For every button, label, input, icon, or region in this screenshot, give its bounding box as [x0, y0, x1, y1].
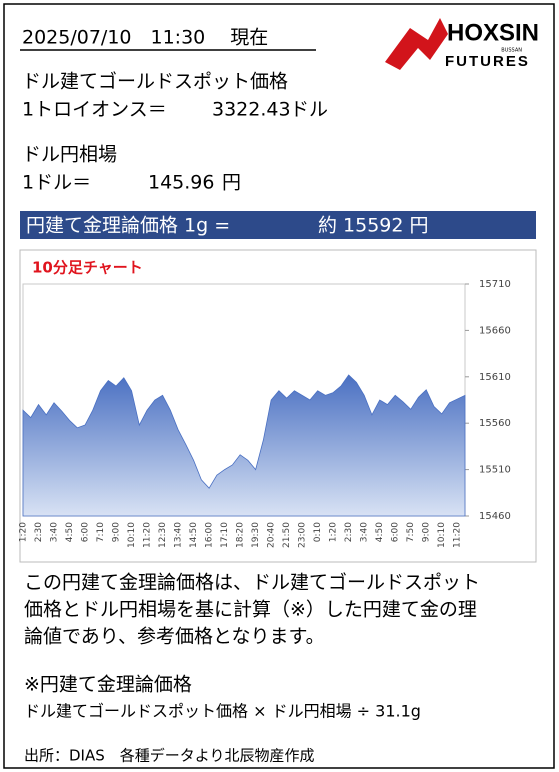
gold-price: 3322.43	[212, 99, 291, 121]
x-tick-label: 3:40	[50, 522, 60, 542]
x-tick-label: 11:20	[453, 522, 463, 548]
x-tick-label: 20:40	[267, 522, 277, 548]
logo: HOXSIN BUSSAN FUTURES	[385, 18, 539, 70]
x-tick-label: 9:00	[112, 522, 122, 542]
x-tick-label: 6:00	[81, 522, 91, 542]
x-tick-label: 11:20	[143, 522, 153, 548]
x-tick-label: 9:00	[422, 522, 432, 542]
logo-sub: BUSSAN	[501, 48, 522, 54]
x-tick-label: 14:50	[189, 522, 199, 548]
gold-title: ドル建てゴールドスポット価格	[22, 71, 288, 93]
fx-unit: 1ドル＝	[22, 172, 91, 194]
logo-name: HOXSIN	[447, 19, 539, 46]
x-tick-label: 1:20	[329, 522, 339, 542]
plot: 15460 15510 15560 15610 15660 15710 1:20 2:30 3:…	[19, 279, 511, 548]
gold-currency: ドル	[290, 99, 328, 121]
datetime: 2025/07/10 11:30 現在	[22, 27, 268, 49]
gold-unit: 1トロイオンス＝	[22, 99, 167, 121]
chart-title: 10分足チャート	[32, 259, 143, 277]
x-tick-label: 1:20	[19, 522, 29, 542]
x-tick-label: 6:00	[391, 522, 401, 542]
fx-title: ドル円相場	[22, 144, 117, 166]
formula-title: ※円建て金理論価格	[24, 674, 192, 696]
x-tick-label: 7:10	[96, 522, 106, 542]
formula-text: ドル建てゴールドスポット価格 × ドル円相場 ÷ 31.1g	[24, 702, 421, 721]
fx-rate: 145.96	[148, 172, 214, 194]
y-tick-label: 15560	[479, 418, 511, 429]
x-tick-label: 18:20	[236, 522, 246, 548]
x-tick-label: 4:50	[375, 522, 385, 542]
x-tick-label: 7:50	[406, 522, 416, 542]
x-tick-label: 23:00	[298, 522, 308, 548]
x-tick-label: 0:10	[313, 522, 323, 542]
fx-currency: 円	[222, 172, 241, 194]
x-tick-label: 4:50	[65, 522, 75, 542]
x-tick-label: 13:40	[174, 522, 184, 548]
logo-tag: FUTURES	[445, 53, 530, 70]
y-tick-label: 15610	[479, 372, 511, 383]
x-tick-label: 17:10	[220, 522, 230, 548]
x-tick-label: 21:50	[282, 522, 292, 548]
logo-mark	[385, 18, 448, 70]
y-tick-label: 15660	[479, 325, 511, 336]
x-tick-label: 10:10	[437, 522, 447, 548]
banner-value: 約 15592 円	[318, 215, 429, 237]
x-tick-label: 2:30	[34, 522, 44, 542]
explanation-line: この円建て金理論価格は、ドル建てゴールドスポット	[24, 572, 480, 594]
y-tick-label: 15460	[479, 511, 511, 522]
x-tick-label: 19:30	[251, 522, 261, 548]
area	[22, 374, 466, 517]
x-tick-label: 16:00	[205, 522, 215, 548]
x-tick-label: 3:40	[360, 522, 370, 542]
y-tick-label: 15510	[479, 465, 511, 476]
explanation-line: 価格とドル円相場を基に計算（※）した円建て金の理	[24, 599, 477, 621]
source: 出所：DIAS 各種データより北辰物産作成	[24, 747, 314, 765]
x-tick-label: 12:30	[158, 522, 168, 548]
x-tick-label: 10:10	[127, 522, 137, 548]
banner-label: 円建て金理論価格 1g =	[26, 215, 230, 237]
banner	[20, 211, 536, 239]
x-tick-label: 2:30	[344, 522, 354, 542]
explanation-line: 論値であり、参考価格となります。	[24, 626, 325, 648]
y-tick-label: 15710	[479, 279, 511, 290]
